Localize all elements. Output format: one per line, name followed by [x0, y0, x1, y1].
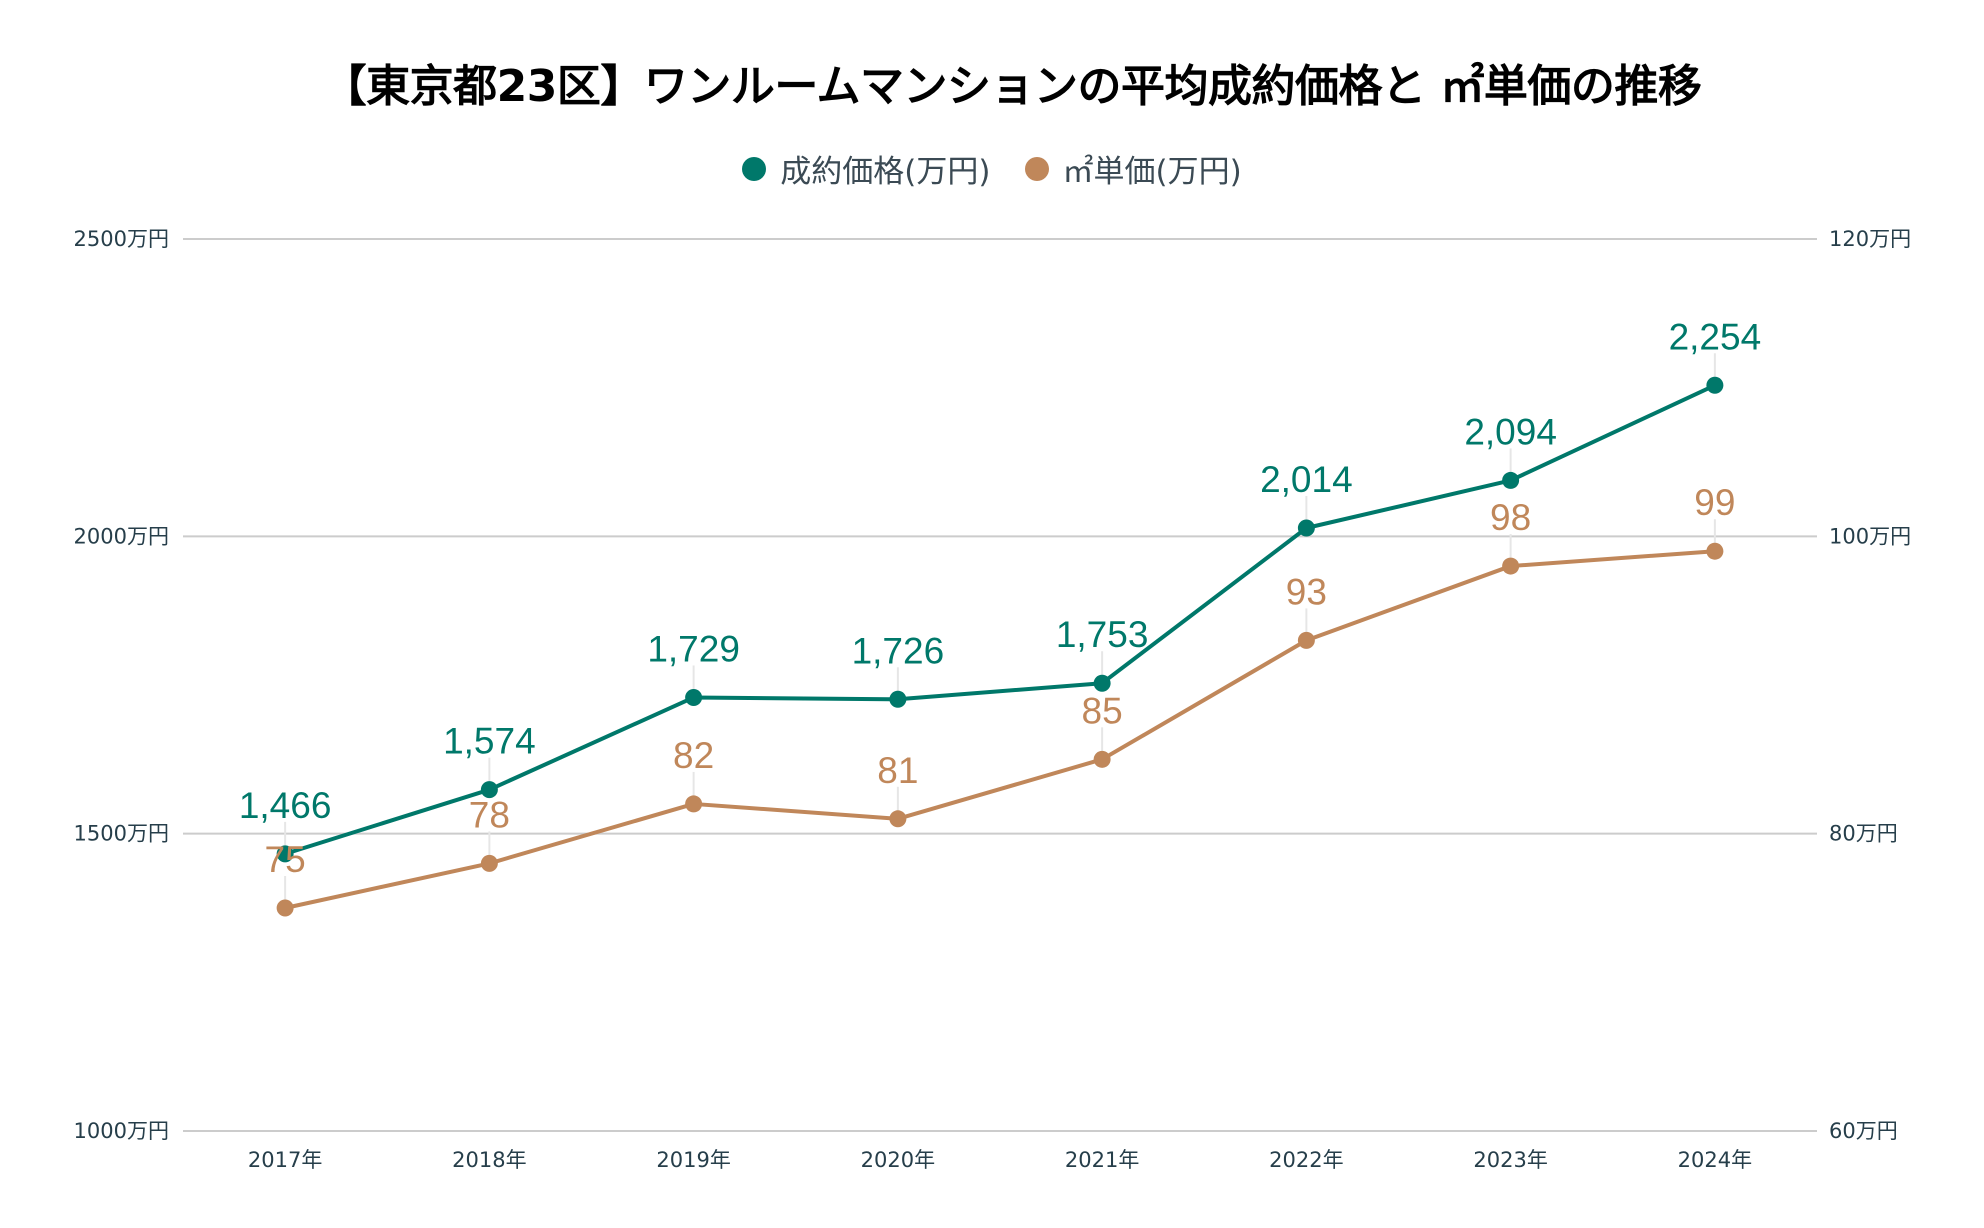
data-label: 1,753	[1056, 614, 1149, 655]
data-point[interactable]	[1502, 557, 1520, 575]
data-label: 99	[1694, 482, 1735, 523]
data-point[interactable]	[1706, 542, 1724, 560]
legend: 成約価格(万円) ㎡単価(万円)	[0, 146, 1984, 191]
data-point[interactable]	[1297, 519, 1315, 537]
y-left-tick-label: 1000万円	[74, 1119, 169, 1143]
y-right-tick-label: 100万円	[1829, 524, 1911, 548]
data-label: 81	[877, 750, 918, 791]
legend-item-price[interactable]: 成約価格(万円)	[742, 146, 991, 191]
data-label: 2,254	[1669, 316, 1762, 357]
gridlines	[183, 238, 1817, 1132]
data-label: 2,014	[1260, 459, 1353, 500]
x-tick-label: 2024年	[1678, 1148, 1752, 1172]
legend-marker-unit-price	[1024, 156, 1049, 181]
data-label: 1,574	[443, 721, 536, 762]
data-point[interactable]	[889, 690, 907, 708]
series-layer	[276, 353, 1724, 917]
data-label: 82	[673, 735, 714, 776]
data-point[interactable]	[1502, 471, 1520, 489]
legend-label-price: 成約価格(万円)	[780, 154, 991, 190]
y-left-tick-label: 2500万円	[74, 227, 169, 251]
legend-item-unit-price[interactable]: ㎡単価(万円)	[1024, 146, 1242, 191]
data-point[interactable]	[1093, 674, 1111, 692]
data-point[interactable]	[685, 795, 703, 813]
x-tick-label: 2019年	[656, 1148, 730, 1172]
x-tick-label: 2017年	[248, 1148, 322, 1172]
y-left-tick-label: 2000万円	[74, 524, 169, 548]
y-axis-right: 60万円 80万円 100万円 120万円	[1829, 227, 1911, 1143]
data-label: 75	[265, 839, 306, 880]
legend-marker-price	[742, 156, 767, 181]
data-label: 1,466	[239, 785, 332, 826]
data-labels-layer: 1,466 1,574 1,729 1,726 1,753 2,014 2,094 2,254…	[239, 316, 1761, 880]
x-tick-label: 2023年	[1473, 1148, 1547, 1172]
data-label: 1,729	[647, 628, 740, 669]
data-label: 78	[469, 794, 510, 835]
data-point[interactable]	[889, 810, 907, 828]
data-label: 85	[1082, 690, 1123, 731]
series-line-price	[284, 383, 1716, 856]
data-point[interactable]	[480, 854, 498, 872]
x-tick-label: 2022年	[1269, 1148, 1343, 1172]
data-point[interactable]	[276, 899, 294, 917]
data-point[interactable]	[1706, 376, 1724, 394]
data-point[interactable]	[480, 781, 498, 799]
y-right-tick-label: 80万円	[1829, 822, 1898, 846]
x-tick-label: 2018年	[452, 1148, 526, 1172]
series-line-unit-price	[284, 549, 1716, 910]
data-label: 98	[1490, 497, 1531, 538]
x-axis: 2017年 2018年 2019年 2020年 2021年 2022年 2023年 2024年	[248, 1148, 1752, 1172]
data-label: 1,726	[852, 630, 945, 671]
chart-title: 【東京都23区】ワンルームマンションの平均成約価格と ㎡単価の推移	[322, 61, 1702, 112]
y-axis-left: 1000万円 1500万円 2000万円 2500万円	[74, 227, 169, 1143]
data-point[interactable]	[1093, 750, 1111, 768]
x-tick-label: 2021年	[1065, 1148, 1139, 1172]
y-right-tick-label: 120万円	[1829, 227, 1911, 251]
data-point[interactable]	[685, 688, 703, 706]
data-label: 93	[1286, 571, 1327, 612]
x-tick-label: 2020年	[861, 1148, 935, 1172]
data-point[interactable]	[1297, 631, 1315, 649]
data-label: 2,094	[1464, 411, 1557, 452]
data-point[interactable]	[276, 845, 294, 863]
y-right-tick-label: 60万円	[1829, 1119, 1898, 1143]
legend-label-unit-price: ㎡単価(万円)	[1062, 154, 1242, 190]
y-left-tick-label: 1500万円	[74, 822, 169, 846]
